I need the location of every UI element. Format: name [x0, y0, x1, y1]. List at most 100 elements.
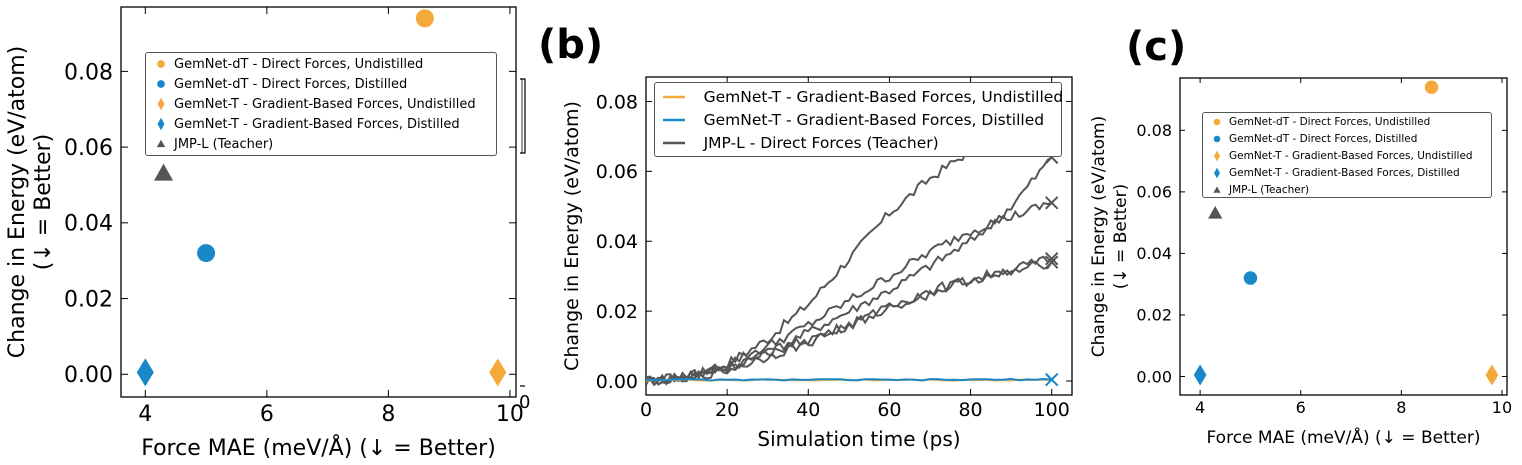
legend-marker [1214, 150, 1220, 161]
y-tick-label: 0.02 [596, 301, 638, 323]
data-point-diamond [489, 358, 507, 387]
legend-label: GemNet-dT - Direct Forces, Undistilled [1229, 115, 1431, 128]
y-tick-label: 0.08 [596, 91, 638, 113]
x-tick-label: 100 [1034, 399, 1070, 421]
legend-marker [1213, 118, 1221, 125]
legend-marker [663, 118, 685, 121]
end-marker-x [1045, 196, 1059, 210]
legend-label: GemNet-dT - Direct Forces, Undistilled [174, 56, 424, 72]
y-axis-label-sub: (↓ = Better) [1111, 184, 1131, 289]
legend-entry: GemNet-T - Gradient-Based Forces, Distil… [655, 108, 1061, 131]
y-tick-label: 0.08 [1136, 121, 1172, 140]
legend-entry: GemNet-T - Gradient-Based Forces, Distil… [146, 114, 496, 134]
x-tick-label: 0 [640, 399, 652, 421]
x-tick-label: 6 [260, 402, 274, 427]
x-tick-label: 20 [715, 399, 739, 421]
x-tick-label: 60 [877, 399, 901, 421]
data-point-circle [415, 9, 434, 28]
legend-label: GemNet-T - Gradient-Based Forces, Undist… [174, 96, 476, 112]
series-line [646, 156, 1053, 386]
y-tick-label: 0.00 [64, 363, 113, 388]
legend-entry: GemNet-T - Gradient-Based Forces, Undist… [1203, 147, 1491, 164]
x-axis-label: Force MAE (meV/Å) (↓ = Better) [141, 434, 496, 461]
legend-entry: GemNet-T - Gradient-Based Forces, Undist… [146, 94, 496, 114]
series-line [646, 201, 1053, 385]
legend-entry: GemNet-dT - Direct Forces, Undistilled [146, 54, 496, 74]
legend-entry: GemNet-dT - Direct Forces, Distilled [1203, 130, 1491, 147]
y-tick-label: 0.04 [64, 212, 113, 237]
clipped-axis-bracket [520, 78, 526, 154]
legend-label: GemNet-T - Gradient-Based Forces, Undist… [1229, 149, 1473, 162]
legend-label: JMP-L - Direct Forces (Teacher) [703, 133, 939, 152]
series-line [646, 377, 1052, 382]
y-tick-label: 0.00 [1136, 367, 1172, 386]
data-point-triangle [154, 163, 174, 181]
axes-b: 0 20 40 60 80 100 0.00 0.02 0.04 0.06 0.08 Simulati… [561, 76, 1073, 451]
data-point-diamond [1485, 364, 1499, 386]
legend-marker [157, 97, 165, 111]
legend-label: GemNet-dT - Direct Forces, Distilled [1229, 132, 1418, 145]
legend-marker [156, 139, 166, 148]
x-tick-label: 10 [1492, 398, 1512, 417]
series-line [646, 260, 1053, 386]
x-tick-label: 6 [1296, 398, 1306, 417]
end-marker-x [1045, 255, 1059, 269]
legend-marker [157, 117, 165, 131]
plot-frame-a [120, 6, 517, 398]
axes-a: 4 6 8 10 0.00 0.02 0.04 0.06 0.08 Force MAE (meV/… [5, 6, 530, 461]
axes-c: 4 6 8 10 0.00 0.02 0.04 0.06 0.08 Force MAE (meV/… [1089, 77, 1512, 448]
plot-frame-b [645, 76, 1073, 396]
x-tick-label: 4 [138, 402, 152, 427]
y-tick-label: 0.02 [1136, 306, 1172, 325]
y-tick-label: 0.00 [596, 371, 638, 393]
legend-panel-b: GemNet-T - Gradient-Based Forces, Undist… [654, 82, 1064, 157]
legend-entry: JMP-L - Direct Forces (Teacher) [655, 131, 1061, 154]
panel-label-b: (b) [538, 22, 604, 68]
end-marker-x [1045, 252, 1059, 266]
legend-entry: JMP-L (Teacher) [146, 134, 496, 154]
legend-label: JMP-L (Teacher) [1229, 183, 1310, 196]
y-axis-label: Change in Energy (eV/atom) [561, 101, 583, 371]
legend-marker [157, 80, 165, 88]
legend-label: GemNet-dT - Direct Forces, Distilled [174, 76, 408, 92]
data-point-circle [1424, 80, 1439, 94]
x-tick-label: 4 [1195, 398, 1205, 417]
x-tick-label: 80 [958, 399, 982, 421]
legend-label: JMP-L (Teacher) [174, 136, 274, 152]
legend-entry: GemNet-dT - Direct Forces, Undistilled [1203, 113, 1491, 130]
x-tick-label: 40 [796, 399, 820, 421]
legend-marker [1214, 167, 1220, 178]
x-tick-label: 8 [381, 402, 395, 427]
data-point-triangle [1208, 205, 1223, 219]
data-point-diamond [1193, 364, 1207, 386]
y-axis-label: Change in Energy (eV/atom) [5, 46, 30, 358]
legend-marker [1213, 135, 1221, 142]
series-group [646, 94, 1053, 387]
legend-marker [1213, 185, 1221, 193]
x-axis-label: Force MAE (meV/Å) (↓ = Better) [1207, 426, 1481, 448]
y-tick-label: 0.06 [64, 136, 113, 161]
legend-label: GemNet-T - Gradient-Based Forces, Distil… [703, 110, 1045, 129]
legend-label: GemNet-T - Gradient-Based Forces, Undist… [703, 87, 1064, 106]
y-tick-label: 0.08 [64, 60, 113, 85]
panel-label-c: (c) [1126, 24, 1187, 70]
legend-marker [157, 60, 165, 68]
y-tick-label: 0.06 [596, 161, 638, 183]
x-tick-label: 10 [496, 402, 524, 427]
y-tick-label: 0.04 [596, 231, 638, 253]
y-tick-label: 0.02 [64, 287, 113, 312]
legend-label: GemNet-T - Gradient-Based Forces, Distil… [1229, 166, 1460, 179]
y-tick-label: 0.04 [1136, 244, 1172, 263]
x-axis-label: Simulation time (ps) [757, 427, 960, 451]
data-point-diamond [136, 358, 154, 387]
y-tick-label: 0.06 [1136, 183, 1172, 202]
legend-marker [663, 141, 685, 144]
legend-entry: JMP-L (Teacher) [1203, 181, 1491, 198]
legend-entry: GemNet-T - Gradient-Based Forces, Distil… [1203, 164, 1491, 181]
y-axis-label-sub: (↓ = Better) [31, 134, 56, 270]
clipped-axis-label: 0 [519, 392, 530, 413]
legend-entry: GemNet-T - Gradient-Based Forces, Undist… [655, 85, 1064, 108]
legend-marker [663, 95, 685, 98]
y-axis-label: Change in Energy (eV/atom) [1089, 116, 1109, 357]
